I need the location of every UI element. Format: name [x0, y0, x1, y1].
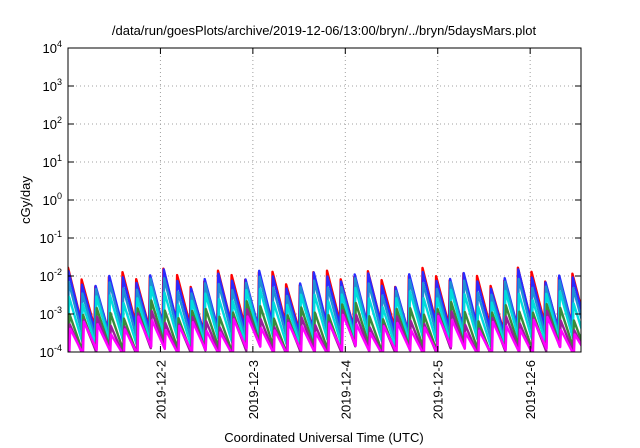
x-tick-label: 2019-12-2: [153, 360, 168, 419]
series-group: [68, 266, 581, 352]
y-tick-label: 102: [43, 115, 62, 132]
chart-title: /data/run/goesPlots/archive/2019-12-06/1…: [112, 23, 537, 38]
x-axis-ticks: 2019-12-2 2019-12-3 2019-12-4 2019-12-5 2019…: [153, 48, 538, 419]
x-tick-label: 2019-12-5: [431, 360, 446, 419]
y-tick-label: 10-1: [40, 229, 62, 246]
y-tick-label: 10-2: [40, 267, 62, 284]
y-tick-label: 104: [43, 39, 62, 56]
series-line-7: [68, 313, 581, 352]
x-tick-label: 2019-12-6: [523, 360, 538, 419]
y-axis-label: cGy/day: [18, 176, 33, 224]
y-tick-label: 103: [43, 77, 62, 94]
x-tick-label: 2019-12-3: [246, 360, 261, 419]
x-tick-label: 2019-12-4: [338, 360, 353, 419]
y-tick-label: 10-4: [40, 343, 62, 360]
y-tick-label: 101: [43, 153, 62, 170]
y-tick-label: 10-3: [40, 305, 62, 322]
x-axis-label: Coordinated Universal Time (UTC): [224, 430, 423, 445]
y-tick-label: 100: [43, 191, 62, 208]
y-axis-ticks: 104 103 102 101 100 10-1 10-2 10-3 10-4: [40, 39, 581, 360]
